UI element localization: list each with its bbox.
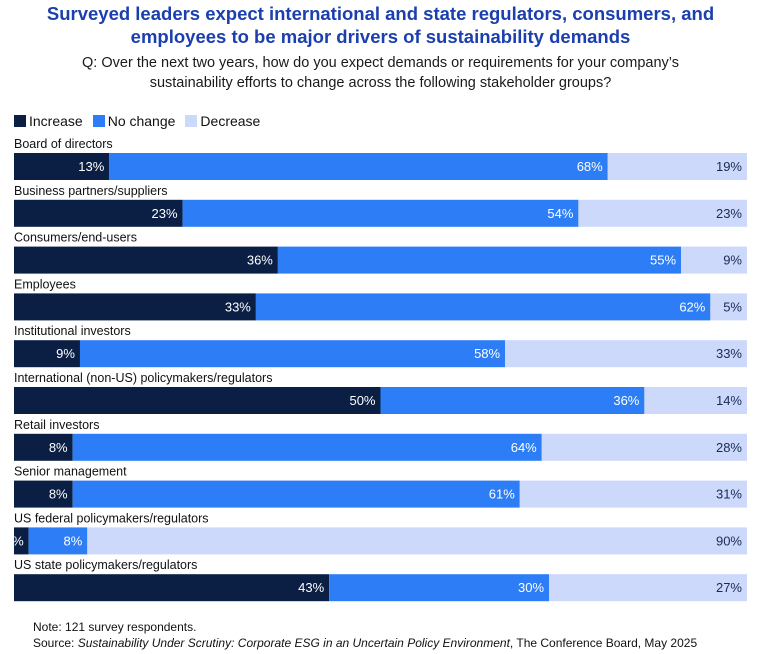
- value-label-no-change: 8%: [64, 533, 83, 548]
- bar-segment-no-change: [255, 293, 711, 321]
- bar-segment-decrease: [519, 480, 747, 508]
- value-label-decrease: 14%: [716, 393, 742, 408]
- bar-segment-increase: [14, 433, 73, 461]
- legend-item-increase: Increase: [14, 113, 83, 129]
- bar-segment-decrease: [541, 433, 747, 461]
- category-label: US state policymakers/regulators: [14, 558, 197, 572]
- chart-legend: Increase No change Decrease: [14, 112, 270, 130]
- bar-segment-increase: [14, 480, 73, 508]
- bar-segment-increase: [14, 246, 278, 274]
- category-label: Board of directors: [14, 137, 113, 151]
- value-label-increase: 8%: [49, 440, 68, 455]
- category-label: Employees: [14, 277, 76, 291]
- value-label-increase: 50%: [349, 393, 375, 408]
- bar-segment-increase: [14, 153, 110, 180]
- bar-segment-no-change: [28, 527, 88, 555]
- legend-label-no-change: No change: [107, 113, 176, 129]
- value-label-no-change: 30%: [518, 580, 544, 595]
- value-label-increase: 36%: [247, 253, 273, 268]
- source-suffix: , The Conference Board, May 2025: [509, 636, 698, 650]
- value-label-decrease: 5%: [723, 299, 742, 314]
- bar-segment-decrease: [681, 246, 747, 274]
- source-title: Sustainability Under Scrutiny: Corporate…: [77, 636, 510, 650]
- legend-label-decrease: Decrease: [200, 113, 261, 129]
- bar-segment-no-change: [79, 340, 506, 368]
- category-label: Senior management: [14, 465, 127, 479]
- bar-segment-decrease: [607, 153, 747, 180]
- bar-segment-increase: [14, 340, 80, 368]
- value-label-decrease: 90%: [716, 533, 742, 548]
- survey-question-line-1: Q: Over the next two years, how do you e…: [82, 55, 679, 71]
- value-label-increase: 23%: [152, 206, 178, 221]
- value-label-decrease: 19%: [716, 159, 742, 174]
- bar-segment-increase: [14, 199, 183, 227]
- bar-segment-no-change: [72, 480, 520, 508]
- value-label-decrease: 33%: [716, 346, 742, 361]
- bar-segment-increase: [14, 527, 29, 555]
- bar-segment-no-change: [277, 246, 682, 274]
- value-label-no-change: 64%: [511, 440, 537, 455]
- legend-swatch-no-change: [92, 115, 105, 127]
- chart-title-line-1: Surveyed leaders expect international an…: [46, 3, 715, 24]
- value-label-decrease: 27%: [716, 580, 742, 595]
- value-label-decrease: 9%: [723, 253, 742, 268]
- legend-swatch-decrease: [185, 115, 198, 127]
- value-label-no-change: 68%: [577, 159, 603, 174]
- category-label: Institutional investors: [14, 324, 131, 338]
- survey-question: Q: Over the next two years, how do you e…: [20, 53, 741, 93]
- category-label: International (non-US) policymakers/regu…: [14, 371, 272, 385]
- value-label-no-change: 54%: [547, 206, 573, 221]
- category-label: US federal policymakers/regulators: [14, 511, 209, 525]
- bar-segment-no-change: [72, 433, 542, 461]
- bar-segment-no-change: [380, 387, 645, 414]
- bar-segment-increase: [14, 574, 330, 602]
- bar-segment-increase: [14, 387, 381, 414]
- bar-segment-decrease: [578, 199, 747, 227]
- value-label-increase: 43%: [298, 580, 324, 595]
- footnote-source: Source: Sustainability Under Scrutiny: C…: [33, 636, 697, 651]
- value-label-decrease: 23%: [716, 206, 742, 221]
- value-label-decrease: 28%: [716, 440, 742, 455]
- chart-title-line-2: employees to be major drivers of sustain…: [130, 26, 631, 47]
- legend-item-no-change: No change: [92, 113, 176, 129]
- chart-title: Surveyed leaders expect international an…: [0, 2, 761, 48]
- bar-segment-decrease: [710, 293, 747, 321]
- bar-segment-no-change: [182, 199, 579, 227]
- bar-segment-decrease: [644, 387, 747, 414]
- category-label: Consumers/end-users: [14, 231, 137, 245]
- source-prefix: Source:: [33, 636, 78, 650]
- category-label: Retail investors: [14, 418, 99, 432]
- legend-item-decrease: Decrease: [185, 113, 260, 129]
- bar-segment-no-change: [109, 153, 608, 180]
- value-label-increase: 9%: [56, 346, 75, 361]
- value-label-no-change: 62%: [679, 299, 705, 314]
- bar-segment-decrease: [549, 574, 747, 602]
- survey-question-line-2: sustainability efforts to change across …: [149, 75, 612, 91]
- bar-segment-decrease: [87, 527, 748, 555]
- legend-swatch-increase: [14, 115, 26, 127]
- bar-segment-decrease: [505, 340, 747, 368]
- value-label-increase: 2%: [5, 533, 24, 548]
- category-label: Business partners/suppliers: [14, 184, 168, 198]
- value-label-increase: 8%: [49, 487, 68, 502]
- value-label-no-change: 55%: [650, 253, 676, 268]
- value-label-increase: 13%: [78, 159, 104, 174]
- footnote-note: Note: 121 survey respondents.: [33, 620, 197, 634]
- value-label-decrease: 31%: [716, 487, 742, 502]
- bar-segment-increase: [14, 293, 256, 321]
- value-label-no-change: 58%: [474, 346, 500, 361]
- value-label-increase: 33%: [225, 299, 251, 314]
- bar-segment-no-change: [329, 574, 550, 602]
- value-label-no-change: 36%: [613, 393, 639, 408]
- value-label-no-change: 61%: [489, 487, 515, 502]
- legend-label-increase: Increase: [29, 113, 83, 129]
